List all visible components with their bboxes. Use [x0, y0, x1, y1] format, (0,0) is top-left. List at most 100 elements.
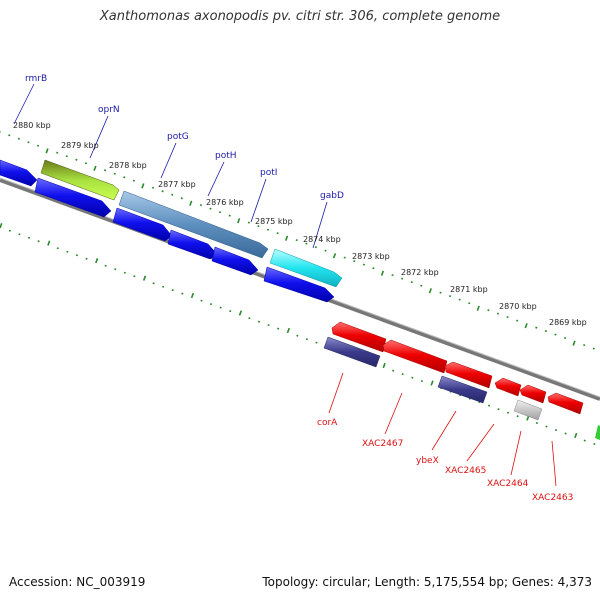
- minor-tick: [103, 169, 107, 172]
- minor-tick: [487, 309, 490, 312]
- minor-tick: [162, 285, 165, 288]
- minor-tick: [75, 158, 78, 161]
- major-tick: [45, 148, 49, 154]
- gene-reverse[interactable]: [595, 425, 600, 440]
- minor-tick: [104, 264, 107, 267]
- forward-gene-labels: rmrB oprN potG potH potI gabD: [13, 74, 344, 249]
- minor-tick: [277, 327, 280, 330]
- minor-tick: [448, 295, 452, 298]
- major-tick: [238, 310, 243, 316]
- minor-tick: [420, 284, 423, 287]
- leader-line: [207, 161, 225, 197]
- minor-tick: [171, 193, 174, 196]
- minor-tick: [554, 428, 558, 432]
- minor-tick: [592, 347, 595, 350]
- gene-reverse[interactable]: [437, 375, 488, 404]
- minor-tick: [228, 214, 231, 217]
- gene-label-potG[interactable]: potG: [167, 132, 189, 142]
- genome-title: Xanthomonas axonopodis pv. citri str. 30…: [99, 9, 501, 24]
- major-tick: [574, 432, 578, 439]
- minor-tick: [27, 141, 30, 144]
- major-tick: [430, 380, 434, 386]
- minor-tick: [506, 411, 510, 414]
- gene-label-oprN[interactable]: oprN: [98, 105, 120, 115]
- gene-reverse[interactable]: [513, 399, 543, 421]
- minor-tick: [353, 260, 356, 263]
- gene-reverse[interactable]: [547, 392, 584, 415]
- gene-forward[interactable]: [112, 207, 173, 242]
- minor-tick: [516, 415, 519, 418]
- leader-line: [250, 178, 267, 223]
- gene-label-potI[interactable]: potI: [260, 168, 277, 178]
- gene-forward[interactable]: [118, 190, 269, 259]
- minor-tick: [496, 312, 500, 315]
- gene-reverse[interactable]: [382, 339, 448, 374]
- ruler-label: 2874 kbp: [303, 235, 341, 244]
- minor-tick: [257, 225, 260, 228]
- minor-tick: [123, 271, 126, 274]
- gene-forward[interactable]: [0, 159, 38, 187]
- gene-reverse[interactable]: [331, 321, 387, 353]
- leader-line: [328, 372, 344, 414]
- minor-tick: [229, 310, 232, 313]
- major-tick: [141, 183, 145, 189]
- major-tick: [572, 340, 576, 346]
- leader-line: [160, 142, 177, 179]
- leader-line: [89, 115, 109, 159]
- gene-label-rmrB[interactable]: rmrB: [25, 74, 47, 84]
- minor-tick: [468, 302, 471, 305]
- ruler-label: 2875 kbp: [255, 217, 293, 226]
- gene-label-potH[interactable]: potH: [215, 151, 237, 161]
- minor-tick: [36, 144, 40, 147]
- major-tick: [0, 223, 3, 229]
- gene-forward[interactable]: [211, 246, 259, 276]
- ruler-label: 2876 kbp: [206, 198, 244, 207]
- minor-tick: [544, 329, 548, 333]
- minor-tick: [296, 334, 299, 337]
- minor-tick: [17, 137, 21, 140]
- minor-tick: [37, 240, 40, 243]
- minor-tick: [56, 151, 59, 154]
- major-tick: [382, 362, 386, 369]
- gene-reverse[interactable]: [519, 384, 547, 404]
- gene-label-XAC2467[interactable]: XAC2467: [362, 439, 403, 449]
- gene-label-XAC2463[interactable]: XAC2463: [532, 493, 573, 503]
- major-tick: [142, 275, 147, 281]
- topology-label: Topology: circular; Length: 5,175,554 bp…: [262, 575, 592, 589]
- leader-line: [13, 83, 35, 125]
- gene-label-ybeX[interactable]: ybeX: [416, 456, 439, 466]
- gene-reverse[interactable]: [494, 377, 522, 397]
- minor-tick: [152, 282, 155, 285]
- gene-label-XAC2465[interactable]: XAC2465: [445, 466, 486, 476]
- minor-tick: [362, 263, 365, 266]
- ruler-label: 2871 kbp: [450, 285, 488, 294]
- minor-tick: [161, 190, 164, 193]
- minor-tick: [84, 162, 88, 165]
- gene-reverse[interactable]: [323, 336, 381, 368]
- minor-tick: [545, 425, 548, 428]
- minor-tick: [114, 268, 117, 271]
- gene-label-corA[interactable]: corA: [317, 418, 338, 428]
- forward-genes: [0, 159, 343, 303]
- gene-label-XAC2464[interactable]: XAC2464: [487, 479, 529, 489]
- minor-tick: [267, 324, 270, 327]
- major-tick: [189, 200, 193, 206]
- gene-forward[interactable]: [263, 266, 335, 303]
- gene-reverse[interactable]: [444, 361, 493, 389]
- minor-tick: [113, 172, 116, 175]
- minor-tick: [410, 281, 413, 284]
- reverse-genes: [323, 321, 600, 440]
- minor-tick: [564, 432, 567, 435]
- gene-label-gabD[interactable]: gabD: [320, 191, 344, 201]
- ruler-label: 2869 kbp: [549, 318, 587, 327]
- ruler-label: 2879 kbp: [61, 141, 99, 150]
- minor-tick: [247, 221, 250, 224]
- gene-forward[interactable]: [40, 159, 120, 201]
- major-tick: [380, 270, 385, 276]
- gene-forward[interactable]: [269, 248, 343, 288]
- gene-forward[interactable]: [34, 177, 112, 218]
- minor-tick: [151, 186, 155, 189]
- minor-tick: [535, 326, 538, 329]
- minor-tick: [516, 319, 519, 322]
- reverse-gene-labels: corA XAC2467 ybeX XAC2465 XAC2464 XAC246…: [317, 372, 573, 503]
